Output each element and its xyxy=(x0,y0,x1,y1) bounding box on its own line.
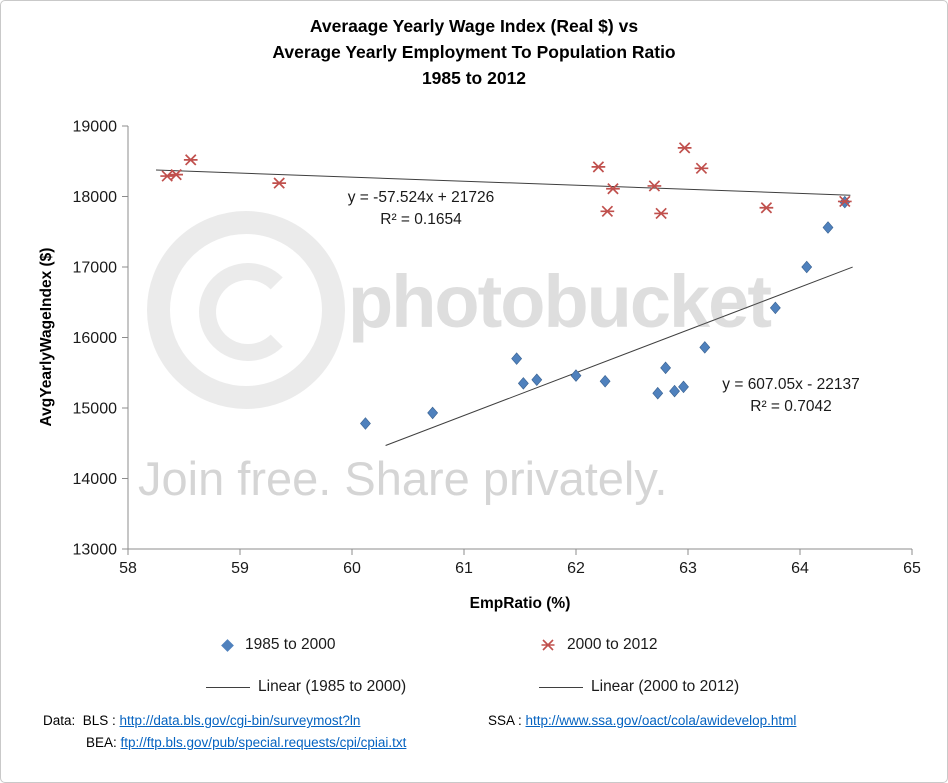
y-tick-label: 14000 xyxy=(73,471,118,488)
trendline-equation: y = -57.524x + 21726 xyxy=(347,189,495,206)
diamond-marker-icon xyxy=(221,638,234,652)
y-axis-title: AvgYearlyWageIndex ($) xyxy=(38,247,55,427)
legend-item-linear-1985-2000: Linear (1985 to 2000) xyxy=(206,678,406,696)
y-tick-label: 15000 xyxy=(73,401,118,418)
data-point-star xyxy=(591,161,606,173)
data-point-diamond xyxy=(652,386,664,400)
trendline-annotation-1985-2000: y = 607.05x - 22137 R² = 0.7042 xyxy=(722,374,859,418)
data-point-star xyxy=(647,180,662,192)
data-point-diamond xyxy=(660,361,671,375)
x-tick-label: 58 xyxy=(119,560,137,577)
y-tick-label: 18000 xyxy=(73,189,118,206)
data-point-star xyxy=(606,183,620,195)
bea-source-link[interactable]: ftp://ftp.bls.gov/pub/special.requests/c… xyxy=(120,735,407,750)
x-tick-label: 64 xyxy=(791,560,809,577)
data-point-diamond xyxy=(801,260,813,274)
data-point-star xyxy=(654,207,668,220)
chart-title-line-3: 1985 to 2012 xyxy=(421,68,527,88)
ssa-source-link[interactable]: http://www.ssa.gov/oact/cola/awidevelop.… xyxy=(525,713,797,728)
legend-item-2000-2012: 2000 to 2012 xyxy=(540,636,658,654)
data-point-diamond xyxy=(511,352,523,365)
data-point-diamond xyxy=(769,301,781,315)
data-point-diamond xyxy=(517,377,529,390)
line-marker-icon xyxy=(206,686,250,688)
x-tick-label: 65 xyxy=(903,560,921,577)
footer-ssa-source: SSA : http://www.ssa.gov/oact/cola/awide… xyxy=(488,713,796,728)
trendline xyxy=(155,169,851,196)
data-point-diamond xyxy=(360,417,371,430)
x-tick-label: 60 xyxy=(343,560,361,577)
data-point-star xyxy=(837,195,852,208)
chart-title-line-2: Average Yearly Employment To Population … xyxy=(272,42,676,62)
data-point-diamond xyxy=(678,380,689,394)
trendline xyxy=(385,266,853,446)
data-point-diamond xyxy=(699,341,711,354)
bls-source-label: Data: BLS : xyxy=(43,713,120,728)
data-point-diamond xyxy=(822,221,834,234)
x-tick-label: 61 xyxy=(455,560,473,577)
x-tick-label: 59 xyxy=(231,560,249,577)
data-point-star xyxy=(183,154,198,166)
trendline-r-squared: R² = 0.1654 xyxy=(380,211,462,228)
data-point-diamond xyxy=(599,374,611,388)
data-point-star xyxy=(169,168,184,181)
chart-title-line-1: Averaage Yearly Wage Index (Real $) vs xyxy=(309,16,639,36)
data-point-star xyxy=(600,205,615,218)
legend-label: Linear (2000 to 2012) xyxy=(591,678,740,695)
legend-label: Linear (1985 to 2000) xyxy=(258,678,407,695)
data-point-star xyxy=(759,202,774,214)
data-point-diamond xyxy=(669,384,680,398)
data-point-diamond xyxy=(531,373,543,387)
data-point-diamond xyxy=(427,406,439,420)
legend-item-linear-2000-2012: Linear (2000 to 2012) xyxy=(539,678,739,696)
y-tick-label: 16000 xyxy=(73,330,118,347)
y-tick-label: 17000 xyxy=(73,260,118,277)
data-point-diamond xyxy=(570,369,582,382)
legend-label: 1985 to 2000 xyxy=(245,636,336,653)
x-tick-label: 63 xyxy=(679,560,697,577)
x-axis-title: EmpRatio (%) xyxy=(469,595,571,612)
y-tick-label: 13000 xyxy=(73,542,118,559)
bls-source-link[interactable]: http://data.bls.gov/cgi-bin/surveymost?l… xyxy=(119,713,361,728)
x-tick-label: 62 xyxy=(567,560,585,577)
chart-title: Averaage Yearly Wage Index (Real $) vs A… xyxy=(1,13,947,91)
bea-source-label: BEA: xyxy=(86,735,121,750)
star-marker-icon xyxy=(541,639,555,651)
footer-bea-source: BEA: ftp://ftp.bls.gov/pub/special.reque… xyxy=(86,735,406,750)
ssa-source-label: SSA : xyxy=(488,713,526,728)
data-point-star xyxy=(694,162,709,175)
y-tick-label: 19000 xyxy=(73,119,118,136)
line-marker-icon xyxy=(539,686,583,688)
data-point-star xyxy=(160,170,175,182)
trendline-annotation-2000-2012: y = -57.524x + 21726 R² = 0.1654 xyxy=(348,187,495,231)
data-point-star xyxy=(272,177,287,189)
legend-item-1985-2000: 1985 to 2000 xyxy=(221,636,336,654)
trendline-equation: y = 607.05x - 22137 xyxy=(722,376,860,393)
trendline-r-squared: R² = 0.7042 xyxy=(750,398,832,415)
legend-label: 2000 to 2012 xyxy=(567,636,658,653)
footer-data-sources: Data: BLS : http://data.bls.gov/cgi-bin/… xyxy=(43,713,360,728)
data-point-star xyxy=(677,142,692,154)
